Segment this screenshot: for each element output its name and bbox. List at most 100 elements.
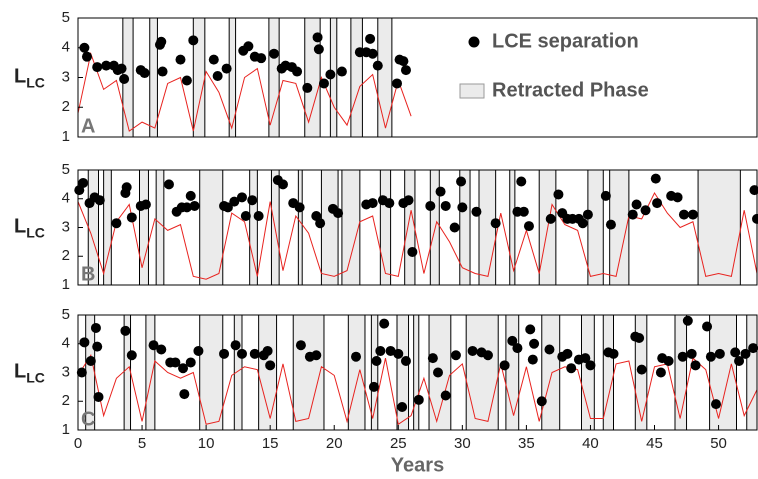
lce-point bbox=[456, 176, 467, 187]
lce-point bbox=[367, 48, 378, 59]
lce-point bbox=[375, 345, 386, 356]
retracted-phase bbox=[609, 170, 629, 285]
lce-point bbox=[749, 185, 758, 196]
lce-point bbox=[148, 340, 159, 351]
y-tick-label: 2 bbox=[62, 392, 70, 409]
lce-point bbox=[219, 348, 230, 359]
x-tick-label: 10 bbox=[198, 435, 215, 452]
panel: 1 2 3 4 5 LLC B bbox=[14, 161, 758, 293]
lce-point bbox=[523, 221, 534, 232]
lce-point bbox=[313, 44, 324, 55]
lce-point bbox=[600, 190, 611, 201]
lce-point bbox=[368, 381, 379, 392]
lce-point bbox=[529, 338, 540, 349]
lce-point bbox=[236, 348, 247, 359]
lce-point bbox=[336, 66, 347, 77]
lce-point bbox=[582, 209, 593, 220]
lce-point bbox=[525, 324, 536, 335]
lce-point bbox=[640, 205, 651, 216]
lce-point bbox=[392, 78, 403, 89]
x-tick-label: 35 bbox=[518, 435, 535, 452]
lce-point bbox=[652, 198, 663, 209]
lce-point bbox=[85, 356, 96, 366]
retracted-phase bbox=[709, 315, 737, 430]
lce-point bbox=[139, 68, 150, 79]
retracted-phase bbox=[413, 315, 419, 430]
x-tick-label: 30 bbox=[454, 435, 471, 452]
lce-point bbox=[440, 390, 451, 401]
lce-point bbox=[229, 196, 240, 207]
retracted-phase bbox=[139, 170, 149, 285]
lce-point bbox=[222, 202, 233, 213]
panel-label: A bbox=[81, 115, 95, 137]
lce-point bbox=[116, 63, 127, 74]
y-tick-label: 5 bbox=[62, 161, 70, 178]
lce-point bbox=[367, 198, 378, 209]
lce-point bbox=[650, 173, 661, 184]
lce-point bbox=[121, 182, 132, 193]
lce-point bbox=[240, 211, 251, 221]
y-label-sub: LC bbox=[26, 224, 45, 240]
lce-point bbox=[262, 345, 273, 356]
lce-point bbox=[690, 360, 701, 371]
retracted-phase bbox=[541, 315, 560, 430]
retracted-phase bbox=[377, 18, 392, 137]
lce-point bbox=[372, 60, 383, 71]
lce-point bbox=[185, 357, 196, 368]
y-label-sub: LC bbox=[26, 369, 45, 385]
panel-label: B bbox=[81, 263, 95, 285]
lce-point bbox=[678, 209, 689, 220]
retracted-phase bbox=[397, 315, 409, 430]
retracted-phase bbox=[341, 170, 360, 285]
x-tick-label: 50 bbox=[710, 435, 727, 452]
lce-point bbox=[605, 219, 616, 230]
lce-point bbox=[79, 42, 90, 53]
lce-point bbox=[170, 357, 181, 368]
lce-point bbox=[385, 345, 396, 356]
retracted-phase bbox=[505, 315, 519, 430]
x-tick-label: 5 bbox=[138, 435, 146, 452]
lce-point bbox=[294, 202, 305, 213]
y-tick-label: 1 bbox=[62, 276, 70, 293]
lce-point bbox=[236, 192, 247, 203]
retracted-phase bbox=[268, 18, 280, 137]
retracted-phase bbox=[675, 315, 687, 430]
lce-point bbox=[687, 209, 698, 220]
lce-point bbox=[140, 199, 151, 210]
legend-label: LCE separation bbox=[492, 30, 639, 52]
retracted-phase bbox=[698, 170, 741, 285]
lce-point bbox=[351, 351, 362, 362]
lce-point bbox=[403, 195, 414, 206]
lce-point bbox=[705, 351, 716, 362]
y-axis-label: LLC bbox=[14, 66, 45, 90]
retracted-phase bbox=[350, 18, 363, 137]
lce-point bbox=[312, 32, 323, 43]
lce-point bbox=[315, 218, 326, 229]
lce-point bbox=[407, 246, 418, 257]
y-axis-label: LLC bbox=[14, 216, 45, 240]
legend-label: Retracted Phase bbox=[492, 79, 649, 101]
y-label-main: L bbox=[14, 66, 26, 88]
legend-swatch bbox=[459, 83, 485, 99]
lce-point bbox=[384, 198, 395, 209]
retracted-phase bbox=[199, 315, 223, 430]
retracted-phase bbox=[581, 315, 595, 430]
lce-point bbox=[92, 341, 103, 352]
x-axis-label: Years bbox=[391, 454, 444, 476]
retracted-phase bbox=[156, 170, 164, 285]
lce-point bbox=[425, 200, 436, 211]
lce-point bbox=[427, 353, 438, 364]
lce-point bbox=[126, 350, 137, 361]
axes-box bbox=[77, 169, 758, 286]
lce-point bbox=[711, 399, 722, 410]
lce-point bbox=[185, 190, 196, 201]
lce-point bbox=[544, 344, 555, 355]
x-tick-label: 25 bbox=[390, 435, 407, 452]
lce-point bbox=[265, 360, 276, 371]
x-tick-label: 0 bbox=[74, 435, 82, 452]
lce-point bbox=[490, 218, 501, 229]
lce-point bbox=[181, 202, 192, 213]
retracted-phase bbox=[124, 315, 131, 430]
lce-point bbox=[111, 218, 122, 229]
lce-point bbox=[507, 335, 518, 346]
